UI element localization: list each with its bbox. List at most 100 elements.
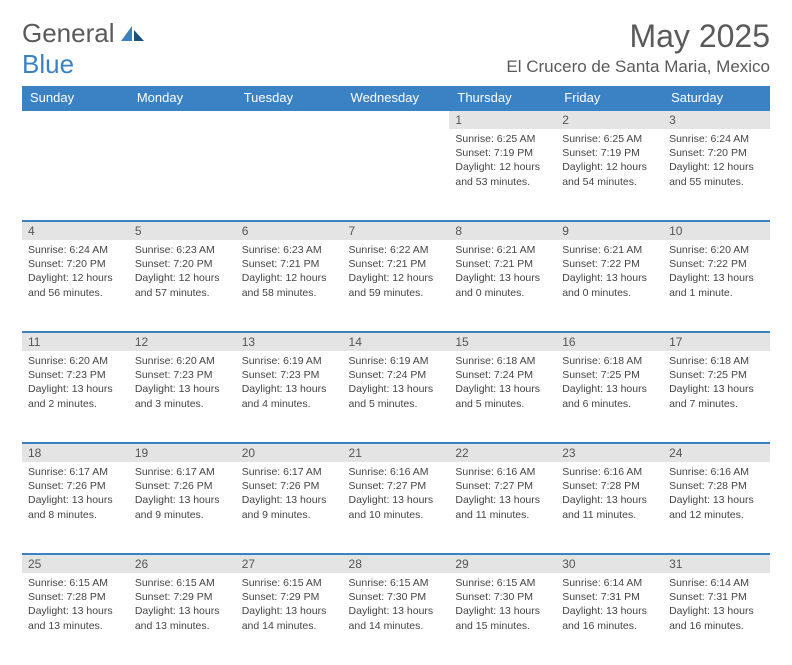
day-number-cell: 20 [236,443,343,462]
day-content-cell: Sunrise: 6:20 AMSunset: 7:23 PMDaylight:… [22,351,129,443]
daylight-line: Daylight: 12 hours and 54 minutes. [562,160,657,188]
daylight-line: Daylight: 13 hours and 9 minutes. [242,493,337,521]
sunrise-line: Sunrise: 6:25 AM [562,132,657,146]
sunset-line: Sunset: 7:23 PM [135,368,230,382]
sunrise-line: Sunrise: 6:24 AM [669,132,764,146]
day-content-cell: Sunrise: 6:24 AMSunset: 7:20 PMDaylight:… [22,240,129,332]
sunset-line: Sunset: 7:22 PM [562,257,657,271]
sunrise-line: Sunrise: 6:22 AM [349,243,444,257]
day-number-cell: 21 [343,443,450,462]
sunrise-line: Sunrise: 6:14 AM [562,576,657,590]
sunset-line: Sunset: 7:24 PM [349,368,444,382]
sunset-line: Sunset: 7:20 PM [669,146,764,160]
daylight-line: Daylight: 13 hours and 5 minutes. [349,382,444,410]
day-number-cell: 14 [343,332,450,351]
daylight-line: Daylight: 13 hours and 4 minutes. [242,382,337,410]
day-number-cell: 17 [663,332,770,351]
sunrise-line: Sunrise: 6:19 AM [242,354,337,368]
sunset-line: Sunset: 7:26 PM [28,479,123,493]
weekday-header: Wednesday [343,86,450,110]
sunrise-line: Sunrise: 6:21 AM [562,243,657,257]
daynum-row: 123 [22,110,770,129]
day-number-cell: 18 [22,443,129,462]
day-content-cell [22,129,129,221]
weekday-header: Sunday [22,86,129,110]
sunset-line: Sunset: 7:25 PM [562,368,657,382]
sunset-line: Sunset: 7:27 PM [349,479,444,493]
content-row: Sunrise: 6:25 AMSunset: 7:19 PMDaylight:… [22,129,770,221]
day-content-cell: Sunrise: 6:20 AMSunset: 7:22 PMDaylight:… [663,240,770,332]
day-content-cell: Sunrise: 6:20 AMSunset: 7:23 PMDaylight:… [129,351,236,443]
brand-part2: Blue [22,49,74,79]
daylight-line: Daylight: 12 hours and 57 minutes. [135,271,230,299]
day-content-cell: Sunrise: 6:24 AMSunset: 7:20 PMDaylight:… [663,129,770,221]
sunset-line: Sunset: 7:26 PM [135,479,230,493]
sunrise-line: Sunrise: 6:23 AM [135,243,230,257]
daylight-line: Daylight: 13 hours and 0 minutes. [455,271,550,299]
day-content-cell: Sunrise: 6:21 AMSunset: 7:21 PMDaylight:… [449,240,556,332]
sunrise-line: Sunrise: 6:25 AM [455,132,550,146]
sunrise-line: Sunrise: 6:16 AM [669,465,764,479]
daylight-line: Daylight: 12 hours and 55 minutes. [669,160,764,188]
sunrise-line: Sunrise: 6:21 AM [455,243,550,257]
day-number-cell: 30 [556,554,663,573]
sunrise-line: Sunrise: 6:17 AM [242,465,337,479]
day-content-cell [236,129,343,221]
day-content-cell: Sunrise: 6:15 AMSunset: 7:29 PMDaylight:… [129,573,236,665]
day-content-cell: Sunrise: 6:22 AMSunset: 7:21 PMDaylight:… [343,240,450,332]
content-row: Sunrise: 6:24 AMSunset: 7:20 PMDaylight:… [22,240,770,332]
sunrise-line: Sunrise: 6:15 AM [455,576,550,590]
brand-sail-icon [120,24,146,42]
day-content-cell: Sunrise: 6:23 AMSunset: 7:20 PMDaylight:… [129,240,236,332]
day-number-cell: 22 [449,443,556,462]
sunrise-line: Sunrise: 6:18 AM [562,354,657,368]
day-number-cell: 31 [663,554,770,573]
sunrise-line: Sunrise: 6:19 AM [349,354,444,368]
daylight-line: Daylight: 12 hours and 58 minutes. [242,271,337,299]
sunset-line: Sunset: 7:26 PM [242,479,337,493]
daylight-line: Daylight: 13 hours and 5 minutes. [455,382,550,410]
day-content-cell: Sunrise: 6:17 AMSunset: 7:26 PMDaylight:… [22,462,129,554]
day-number-cell: 9 [556,221,663,240]
day-content-cell: Sunrise: 6:15 AMSunset: 7:28 PMDaylight:… [22,573,129,665]
day-number-cell: 11 [22,332,129,351]
day-content-cell: Sunrise: 6:21 AMSunset: 7:22 PMDaylight:… [556,240,663,332]
brand-logo: General Blue [22,18,146,80]
day-content-cell: Sunrise: 6:18 AMSunset: 7:24 PMDaylight:… [449,351,556,443]
sunrise-line: Sunrise: 6:23 AM [242,243,337,257]
daylight-line: Daylight: 13 hours and 7 minutes. [669,382,764,410]
daylight-line: Daylight: 13 hours and 16 minutes. [562,604,657,632]
sunset-line: Sunset: 7:31 PM [669,590,764,604]
day-number-cell [22,110,129,129]
day-number-cell: 6 [236,221,343,240]
daynum-row: 11121314151617 [22,332,770,351]
weekday-header: Thursday [449,86,556,110]
day-content-cell: Sunrise: 6:16 AMSunset: 7:27 PMDaylight:… [343,462,450,554]
day-number-cell: 25 [22,554,129,573]
daynum-row: 45678910 [22,221,770,240]
brand-text: General Blue [22,18,146,80]
content-row: Sunrise: 6:17 AMSunset: 7:26 PMDaylight:… [22,462,770,554]
day-number-cell: 7 [343,221,450,240]
sunset-line: Sunset: 7:30 PM [349,590,444,604]
sunrise-line: Sunrise: 6:17 AM [28,465,123,479]
sunset-line: Sunset: 7:28 PM [28,590,123,604]
day-content-cell: Sunrise: 6:16 AMSunset: 7:27 PMDaylight:… [449,462,556,554]
sunrise-line: Sunrise: 6:16 AM [562,465,657,479]
day-number-cell: 28 [343,554,450,573]
sunrise-line: Sunrise: 6:17 AM [135,465,230,479]
daylight-line: Daylight: 13 hours and 0 minutes. [562,271,657,299]
day-number-cell: 1 [449,110,556,129]
sunrise-line: Sunrise: 6:15 AM [242,576,337,590]
day-content-cell: Sunrise: 6:15 AMSunset: 7:30 PMDaylight:… [449,573,556,665]
sunset-line: Sunset: 7:28 PM [562,479,657,493]
daylight-line: Daylight: 12 hours and 59 minutes. [349,271,444,299]
daylight-line: Daylight: 13 hours and 12 minutes. [669,493,764,521]
daynum-row: 18192021222324 [22,443,770,462]
sunset-line: Sunset: 7:23 PM [242,368,337,382]
daylight-line: Daylight: 13 hours and 10 minutes. [349,493,444,521]
day-number-cell [236,110,343,129]
brand-part1: General [22,18,115,48]
day-number-cell: 13 [236,332,343,351]
day-number-cell: 2 [556,110,663,129]
